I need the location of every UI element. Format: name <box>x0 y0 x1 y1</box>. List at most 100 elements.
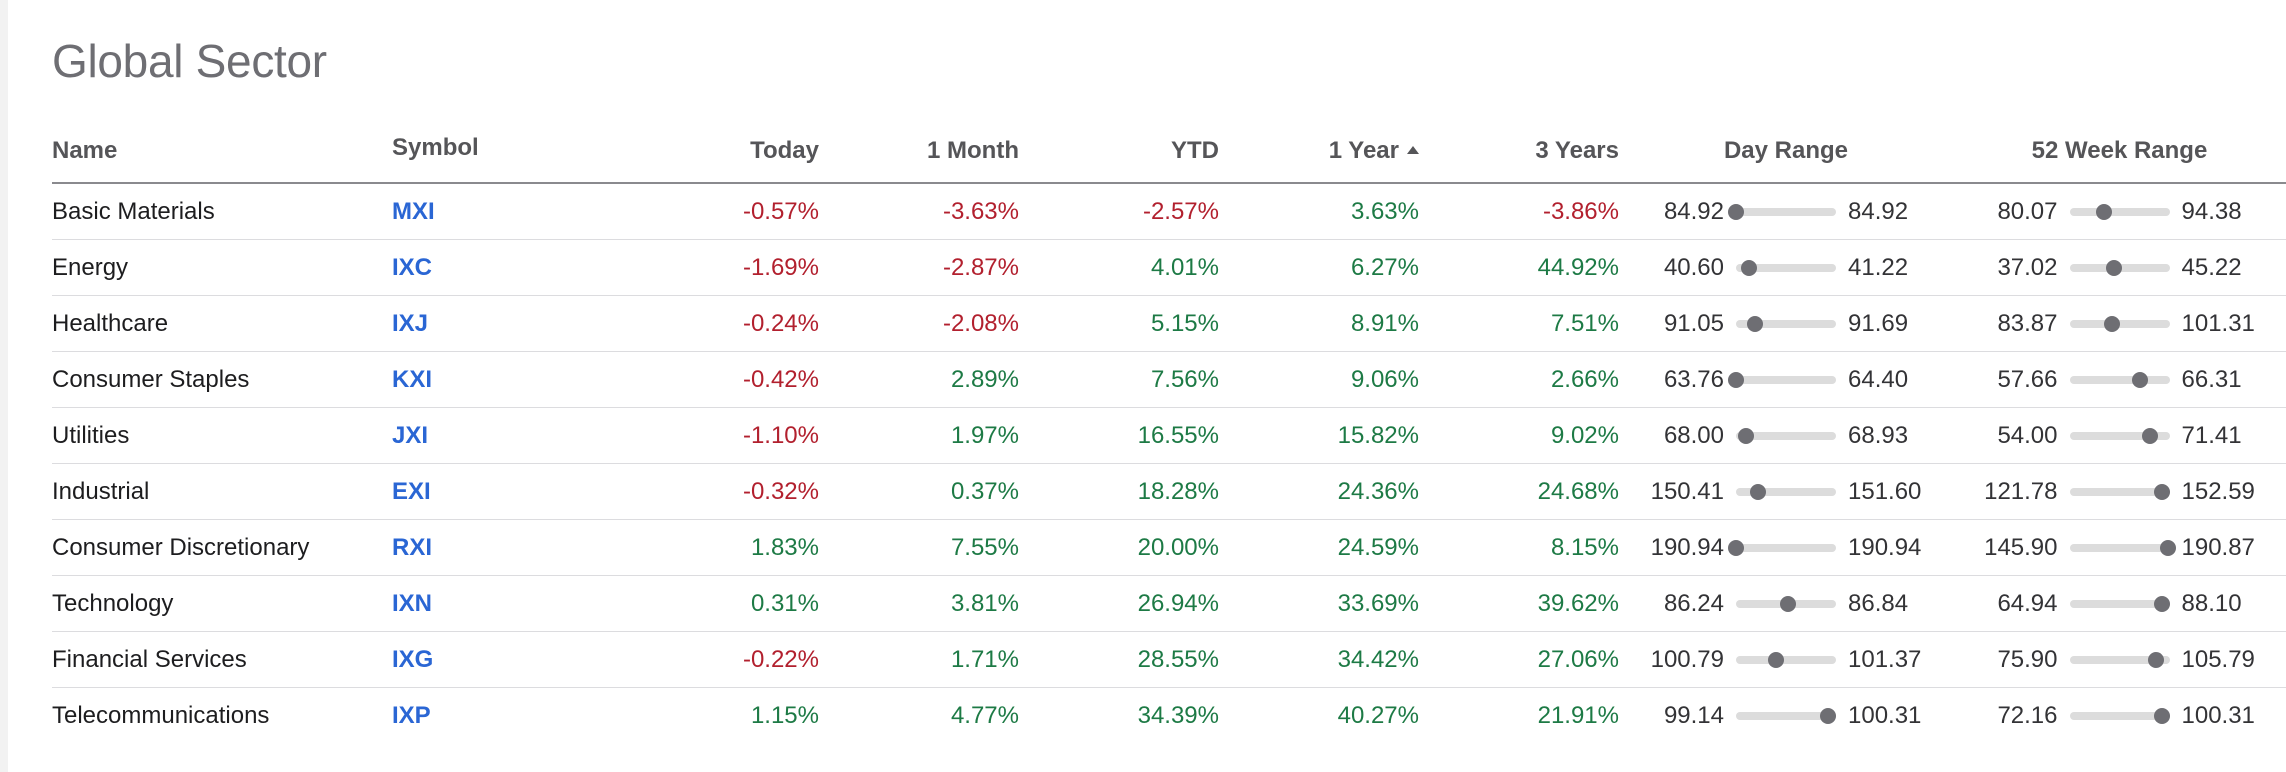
ytd-change: 7.56% <box>1019 351 1219 408</box>
week52-low-value: 72.16 <box>1997 701 2058 729</box>
week52-range-indicator: 145.90 190.87 <box>1953 534 2286 562</box>
week52-range-marker <box>2141 427 2158 444</box>
day-range-indicator: 190.94 190.94 <box>1619 534 1953 562</box>
week52-range-marker <box>2147 651 2164 668</box>
one-month-change: 4.77% <box>950 701 1019 729</box>
table-row[interactable]: Industrial EXI -0.32% 0.37% 18.28% 24.36% 24.6… <box>52 463 2286 520</box>
today-change: 1.83% <box>532 519 819 576</box>
day-low-value: 99.14 <box>1663 701 1724 729</box>
week52-range-track <box>2069 203 2170 220</box>
symbol-link[interactable]: IXG <box>392 631 532 688</box>
column-header-symbol[interactable]: Symbol <box>392 120 532 184</box>
week52-range: 75.90 105.79 <box>1953 631 2286 688</box>
week52-range-track <box>2069 483 2170 500</box>
week52-high-value: 66.31 <box>2181 365 2242 393</box>
column-header-ytd[interactable]: YTD <box>1019 120 1219 184</box>
symbol-link[interactable]: EXI <box>392 463 532 520</box>
column-header-1-year[interactable]: 1 Year <box>1219 120 1419 184</box>
one-year-change: 8.91% <box>1219 295 1419 352</box>
day-range-indicator: 68.00 68.93 <box>1619 422 1953 450</box>
column-header-today[interactable]: Today <box>532 120 819 184</box>
ytd-change: 34.39% <box>1137 701 1219 729</box>
day-range: 190.94 190.94 <box>1619 519 1953 576</box>
column-header-1-month[interactable]: 1 Month <box>819 120 1019 184</box>
sector-name: Industrial <box>52 463 392 520</box>
today-change: -1.10% <box>532 407 819 464</box>
table-row[interactable]: Consumer Staples KXI -0.42% 2.89% 7.56% 9.06%… <box>52 351 2286 408</box>
column-header-name[interactable]: Name <box>52 120 392 184</box>
week52-range-marker <box>2159 539 2176 556</box>
three-year-change: 44.92% <box>1419 239 1619 296</box>
symbol-link[interactable]: IXP <box>392 701 431 729</box>
three-year-change: 7.51% <box>1419 295 1619 352</box>
week52-range-indicator: 83.87 101.31 <box>1953 310 2286 338</box>
table-header-row: Name Symbol Today 1 Month YTD 1 Year 3 Y… <box>52 120 2286 184</box>
week52-low-value: 75.90 <box>1997 645 2058 673</box>
sector-name: Healthcare <box>52 295 392 352</box>
column-header-day-range[interactable]: Day Range <box>1619 120 1953 184</box>
one-month-change: 0.37% <box>819 463 1019 520</box>
ytd-change: 5.15% <box>1019 295 1219 352</box>
symbol-link[interactable]: MXI <box>392 183 532 240</box>
day-range-track <box>1736 595 1836 612</box>
symbol-link[interactable]: JXI <box>392 407 532 464</box>
week52-range: 37.02 45.22 <box>1953 239 2286 296</box>
day-low-value: 40.60 <box>1663 253 1724 281</box>
day-high-value: 91.69 <box>1848 309 1909 337</box>
one-month-change: 1.71% <box>819 631 1019 688</box>
ytd-change: 26.94% <box>1019 575 1219 632</box>
table-row[interactable]: Consumer Discretionary RXI 1.83% 7.55% 20.00… <box>52 519 2286 576</box>
week52-low-value: 54.00 <box>1997 421 2058 449</box>
week52-high-value: 71.41 <box>2181 421 2242 449</box>
one-year-change: 24.36% <box>1219 463 1419 520</box>
symbol-link[interactable]: IXN <box>392 575 532 632</box>
table-row[interactable]: Basic Materials MXI -0.57% -3.63% -2.57% 3.63… <box>52 183 2286 240</box>
day-range-indicator: 86.24 86.84 <box>1619 590 1953 618</box>
symbol-link[interactable]: KXI <box>392 351 532 408</box>
week52-high-value: 152.59 <box>2181 477 2255 505</box>
week52-range: 83.87 101.31 <box>1953 295 2286 352</box>
today-change: -0.42% <box>532 351 819 408</box>
week52-range-marker <box>2131 371 2148 388</box>
one-month-change: 1.97% <box>819 407 1019 464</box>
day-range-track <box>1728 203 1836 220</box>
day-low-value: 68.00 <box>1663 421 1724 449</box>
sector-name: Energy <box>52 239 392 296</box>
day-range: 99.14 100.31 <box>1619 688 1953 744</box>
ytd-change: 28.55% <box>1019 631 1219 688</box>
symbol-link[interactable]: IXC <box>392 239 532 296</box>
table-row[interactable]: Utilities JXI -1.10% 1.97% 16.55% 15.82% 9.02%… <box>52 407 2286 464</box>
one-month-change: -2.87% <box>819 239 1019 296</box>
one-year-change: 6.27% <box>1219 239 1419 296</box>
day-range-marker <box>1728 371 1744 388</box>
one-month-change: 3.81% <box>819 575 1019 632</box>
week52-range-marker <box>2153 483 2170 500</box>
day-range: 40.60 41.22 <box>1619 239 1953 296</box>
day-range-indicator: 40.60 41.22 <box>1619 254 1953 282</box>
today-change: -0.32% <box>532 463 819 520</box>
column-header-3-years[interactable]: 3 Years <box>1419 120 1619 184</box>
column-header-52-week-range[interactable]: 52 Week Range <box>1953 120 2286 184</box>
week52-range-track <box>2069 315 2170 332</box>
week52-low-value: 64.94 <box>1997 589 2058 617</box>
symbol-link[interactable]: IXJ <box>392 295 532 352</box>
week52-low-value: 57.66 <box>1997 365 2058 393</box>
day-range-track <box>1736 707 1836 724</box>
today-change: -0.22% <box>532 631 819 688</box>
week52-low-value: 37.02 <box>1997 253 2058 281</box>
day-range: 68.00 68.93 <box>1619 407 1953 464</box>
table-row[interactable]: Telecommunications IXP 1.15% 4.77% 34.39% 40.… <box>52 688 2286 744</box>
one-month-change: -2.08% <box>819 295 1019 352</box>
day-range: 63.76 64.40 <box>1619 351 1953 408</box>
sector-name: Consumer Staples <box>52 351 392 408</box>
day-range: 91.05 91.69 <box>1619 295 1953 352</box>
table-row[interactable]: Energy IXC -1.69% -2.87% 4.01% 6.27% 44.92% 40.… <box>52 239 2286 296</box>
left-margin-strip <box>0 0 8 772</box>
three-year-change: 39.62% <box>1419 575 1619 632</box>
one-year-change: 33.69% <box>1219 575 1419 632</box>
day-low-value: 84.92 <box>1663 197 1724 225</box>
symbol-link[interactable]: RXI <box>392 519 532 576</box>
table-row[interactable]: Technology IXN 0.31% 3.81% 26.94% 33.69% 39.62… <box>52 575 2286 632</box>
table-row[interactable]: Financial Services IXG -0.22% 1.71% 28.55% 34… <box>52 631 2286 688</box>
table-row[interactable]: Healthcare IXJ -0.24% -2.08% 5.15% 8.91% 7.51%… <box>52 295 2286 352</box>
